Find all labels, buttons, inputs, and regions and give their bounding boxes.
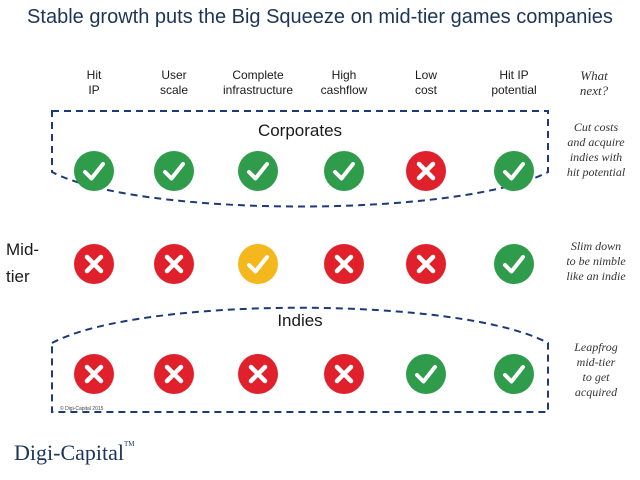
page-title: Stable growth puts the Big Squeeze on mi… <box>27 6 613 28</box>
logo-text: Digi-Capital <box>14 440 124 465</box>
copyright-text: © Digi-Capital 2015 <box>60 406 104 412</box>
row-label-indies: Indies <box>277 311 323 330</box>
status-circle-r0-c1-check-icon <box>154 151 194 191</box>
status-circle-r0-c2-check-icon <box>238 151 278 191</box>
status-circle-r2-c5-check-icon <box>494 354 534 394</box>
digi-capital-logo: Digi-CapitalTM <box>14 440 134 466</box>
status-circle-r2-c4-check-icon <box>406 354 446 394</box>
column-header-4: Low cost <box>414 68 437 97</box>
column-header-what-next: What next? <box>579 68 609 98</box>
column-header-0: Hit IP <box>86 68 102 97</box>
note-indies: Leapfrog mid-tier to get acquired <box>574 340 618 399</box>
status-circle-r0-c4-cross-icon <box>406 151 446 191</box>
status-circle-r0-c5-check-icon <box>494 151 534 191</box>
status-circle-r1-c3-cross-icon <box>324 244 364 284</box>
status-circle-r0-c3-check-icon <box>324 151 364 191</box>
status-circle-r1-c5-check-icon <box>494 244 534 284</box>
status-circle-r1-c4-cross-icon <box>406 244 446 284</box>
status-circle-r0-c0-check-icon <box>74 151 114 191</box>
column-header-5: Hit IP potential <box>491 68 537 97</box>
status-circle-r2-c0-cross-icon <box>74 354 114 394</box>
row-label-corporates: Corporates <box>257 121 343 140</box>
status-circle-r2-c1-cross-icon <box>154 354 194 394</box>
status-circle-r1-c1-cross-icon <box>154 244 194 284</box>
note-mid-tier: Slim down to be nimble like an indie <box>566 239 626 283</box>
status-circle-r1-c0-cross-icon <box>74 244 114 284</box>
status-circle-r1-c2-check-icon <box>238 244 278 284</box>
status-circle-r2-c3-cross-icon <box>324 354 364 394</box>
note-corporates: Cut costs and acquire indies with hit po… <box>566 120 626 179</box>
column-header-2: Complete infrastructure <box>222 68 294 97</box>
status-circle-r2-c2-cross-icon <box>238 354 278 394</box>
logo-tm: TM <box>123 440 135 448</box>
column-header-1: User scale <box>159 68 188 97</box>
column-header-3: High cashflow <box>320 68 368 97</box>
row-label-mid-tier: Mid- tier <box>6 240 40 286</box>
